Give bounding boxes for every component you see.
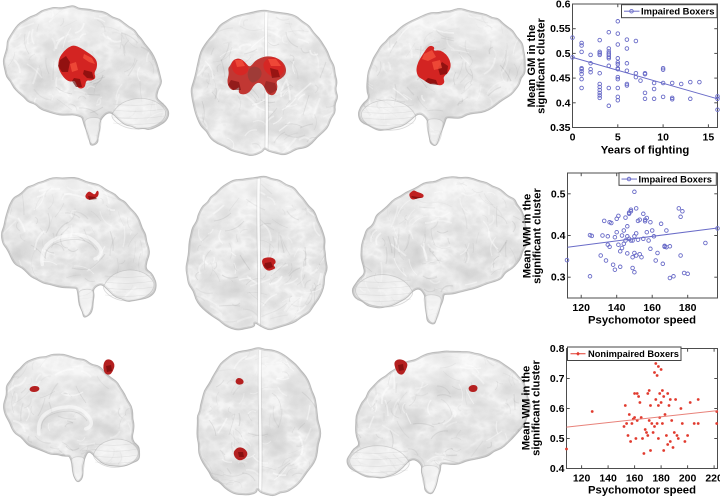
svg-text:0: 0 (570, 132, 576, 144)
svg-text:Mean GM in the: Mean GM in the (526, 25, 538, 108)
svg-text:0.7: 0.7 (550, 373, 565, 385)
svg-text:140: 140 (599, 473, 617, 485)
svg-text:0.5: 0.5 (550, 433, 565, 445)
svg-text:0.8: 0.8 (550, 343, 565, 355)
svg-text:0.45: 0.45 (550, 73, 571, 85)
svg-text:15: 15 (703, 132, 715, 144)
svg-text:Nonimpaired Boxers: Nonimpaired Boxers (588, 349, 679, 359)
svg-text:Mean WM in the: Mean WM in the (522, 194, 534, 279)
svg-text:0.6: 0.6 (556, 0, 571, 11)
svg-text:Years of fighting: Years of fighting (601, 145, 690, 157)
svg-text:160: 160 (626, 473, 644, 485)
svg-text:Impaired Boxers: Impaired Boxers (639, 173, 712, 184)
svg-text:200: 200 (679, 473, 697, 485)
svg-text:0.6: 0.6 (550, 403, 565, 415)
svg-text:Impaired Boxers: Impaired Boxers (641, 6, 714, 17)
svg-text:120: 120 (572, 302, 590, 314)
svg-text:0.5: 0.5 (551, 188, 566, 200)
svg-text:0.5: 0.5 (556, 48, 571, 60)
svg-text:180: 180 (679, 302, 697, 314)
svg-text:significant cluster: significant cluster (536, 17, 548, 113)
svg-text:0.4: 0.4 (551, 230, 566, 242)
svg-text:220: 220 (705, 473, 720, 485)
svg-text:Mean WM in the: Mean WM in the (521, 366, 533, 451)
svg-text:5: 5 (615, 132, 621, 144)
svg-text:0.3: 0.3 (551, 272, 566, 284)
svg-text:180: 180 (652, 473, 670, 485)
svg-text:0.55: 0.55 (550, 23, 571, 35)
svg-text:0.35: 0.35 (550, 122, 571, 134)
svg-text:160: 160 (643, 302, 661, 314)
svg-text:10: 10 (657, 132, 669, 144)
svg-text:Psychomotor speed: Psychomotor speed (588, 315, 696, 327)
svg-text:120: 120 (573, 473, 591, 485)
svg-text:significant cluster: significant cluster (530, 359, 542, 455)
svg-text:0.4: 0.4 (550, 463, 565, 475)
svg-text:140: 140 (608, 302, 626, 314)
svg-text:0.4: 0.4 (556, 97, 571, 109)
svg-text:significant cluster: significant cluster (531, 187, 543, 283)
svg-text:Psychomotor speed: Psychomotor speed (588, 485, 696, 497)
